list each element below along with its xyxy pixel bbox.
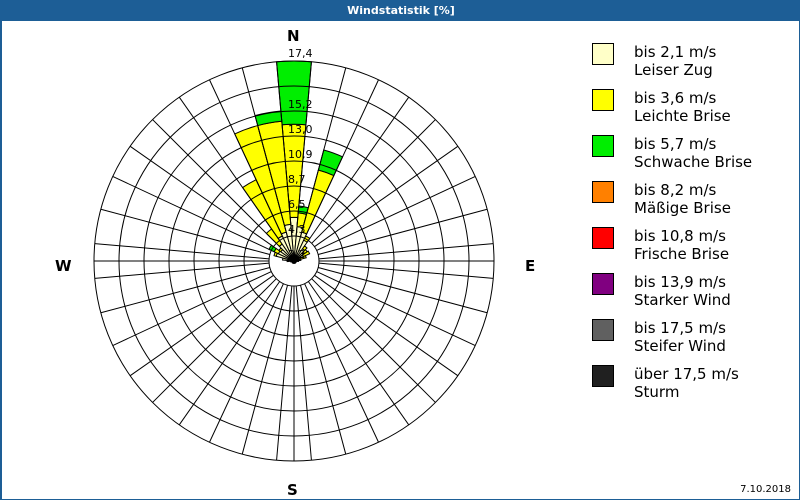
compass-north-label: N [287, 27, 300, 45]
legend-item: bis 5,7 m/s Schwache Brise [592, 135, 792, 181]
grid-spoke [316, 176, 476, 251]
grid-spoke [94, 262, 270, 279]
legend-swatch [592, 181, 614, 203]
grid-spoke [178, 281, 281, 426]
grid-spoke [307, 281, 410, 426]
grid-spoke [318, 208, 488, 256]
ring-label: 13,0 [288, 123, 313, 136]
ring-label: 17,4 [288, 47, 313, 60]
grid-spoke [307, 96, 410, 241]
compass-south-label: S [287, 481, 298, 499]
grid-spoke [304, 79, 379, 239]
grid-spoke [152, 278, 277, 403]
ring-label: 2,2 [288, 248, 306, 261]
rose-segment [301, 169, 335, 235]
legend-swatch [592, 227, 614, 249]
grid-spoke [112, 271, 272, 346]
legend-label: Starker Wind [634, 291, 731, 309]
grid-spoke [100, 266, 270, 314]
legend-item: bis 2,1 m/s Leiser Zug [592, 43, 792, 89]
rose-segment [299, 254, 307, 260]
legend-item: bis 17,5 m/s Steifer Wind [592, 319, 792, 365]
legend-item: bis 8,2 m/s Mäßige Brise [592, 181, 792, 227]
grid-spoke [112, 176, 272, 251]
compass-west-label: W [55, 257, 72, 275]
legend-range: bis 8,2 m/s [634, 181, 717, 199]
ring-label: 8,7 [288, 173, 306, 186]
rose-segment [301, 250, 311, 258]
ring-label: 15,2 [288, 98, 313, 111]
legend-swatch [592, 319, 614, 341]
legend-label: Leiser Zug [634, 61, 713, 79]
grid-spoke [209, 79, 284, 239]
legend-label: Frische Brise [634, 245, 730, 263]
ring-label: 6,5 [288, 198, 306, 211]
grid-spoke [295, 61, 312, 237]
date-stamp: 7.10.2018 [740, 484, 791, 495]
legend-swatch [592, 365, 614, 387]
grid-spoke [316, 271, 476, 346]
grid-spoke [318, 243, 494, 260]
grid-spoke [295, 285, 312, 461]
grid-spoke [129, 274, 274, 377]
grid-spoke [311, 278, 436, 403]
wind-rose-chart: 2,2 4,3 6,5 8,7 10,9 13,0 15,2 17,4 [93, 47, 495, 462]
grid-spoke [299, 285, 347, 455]
legend-item: bis 10,8 m/s Frische Brise [592, 227, 792, 273]
grid-spoke [241, 67, 289, 237]
legend-range: über 17,5 m/s [634, 365, 739, 383]
rose-segment [276, 60, 312, 126]
grid-spoke [318, 266, 488, 314]
grid-spoke [318, 262, 494, 279]
grid-spoke [94, 243, 270, 260]
rose-segment [296, 260, 300, 262]
legend-range: bis 13,9 m/s [634, 273, 726, 291]
chart-canvas: 2,2 4,3 6,5 8,7 10,9 13,0 15,2 17,4 N E S W bis… [2, 21, 799, 499]
grid-spoke [241, 285, 289, 455]
grid-spoke [178, 96, 281, 241]
window-title: Windstatistik [%] [1, 1, 800, 21]
legend-label: Sturm [634, 383, 680, 401]
grid-spoke [209, 283, 284, 443]
legend-swatch [592, 43, 614, 65]
ring-label: 10,9 [288, 148, 313, 161]
legend-label: Mäßige Brise [634, 199, 731, 217]
legend-range: bis 10,8 m/s [634, 227, 726, 245]
legend-item: bis 3,6 m/s Leichte Brise [592, 89, 792, 135]
legend-label: Steifer Wind [634, 337, 726, 355]
legend-item: bis 13,9 m/s Starker Wind [592, 273, 792, 319]
legend-range: bis 2,1 m/s [634, 43, 717, 61]
legend-range: bis 17,5 m/s [634, 319, 726, 337]
rose-segment [301, 245, 308, 252]
grid-spoke [304, 283, 379, 443]
legend-label: Schwache Brise [634, 153, 753, 171]
grid-spoke [100, 208, 270, 256]
legend-swatch [592, 135, 614, 157]
grid-spoke [314, 145, 459, 248]
grid-spoke [276, 285, 293, 461]
legend-range: bis 3,6 m/s [634, 89, 717, 107]
grid-spoke [299, 67, 347, 237]
grid-spoke [311, 119, 436, 244]
grid-spoke [129, 145, 274, 248]
grid-spoke [276, 61, 293, 237]
legend-range: bis 5,7 m/s [634, 135, 717, 153]
grid-spoke [152, 119, 277, 244]
legend-item: über 17,5 m/s Sturm [592, 365, 792, 411]
compass-east-label: E [525, 257, 536, 275]
legend-swatch [592, 273, 614, 295]
grid-spoke [314, 274, 459, 377]
legend-label: Leichte Brise [634, 107, 731, 125]
ring-label: 4,3 [288, 223, 306, 236]
legend-swatch [592, 89, 614, 111]
